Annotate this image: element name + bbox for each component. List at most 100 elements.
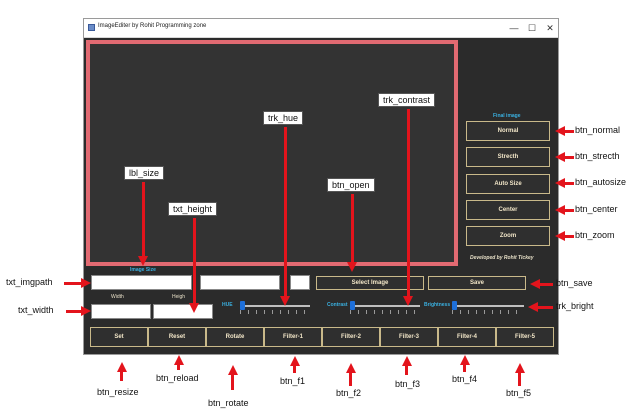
annotation-arrow-line (284, 127, 287, 297)
annotation-arrow-line (66, 310, 82, 313)
width-input[interactable] (91, 304, 151, 319)
arrow-left-icon (555, 152, 565, 162)
brightness-ticks (452, 310, 524, 314)
filter-1-button[interactable]: Filter-1 (264, 327, 322, 347)
image-canvas (86, 40, 458, 266)
arrow-down-icon (403, 296, 413, 306)
arrow-down-icon (280, 296, 290, 306)
hue-ticks (240, 310, 310, 314)
arrow-down-icon (347, 262, 357, 272)
window-title: ImageEditer by Rohit Programming zone (98, 23, 207, 29)
set-button[interactable]: Set (90, 327, 148, 347)
annotation-txt-width: txt_width (18, 305, 54, 315)
developer-credit: Developed by Rohit Tickey (470, 255, 534, 261)
annotation-btn-f5: btn_f5 (506, 388, 532, 398)
annotation-arrow-line (564, 209, 574, 212)
annotation-arrow-line (231, 374, 234, 390)
arrow-left-icon (555, 231, 565, 241)
annotation-arrow-line (351, 194, 354, 262)
filter-4-button[interactable]: Filter-4 (438, 327, 496, 347)
height-input[interactable] (153, 304, 213, 319)
contrast-ticks (350, 310, 420, 314)
filter-3-button[interactable]: Filter-3 (380, 327, 438, 347)
annotation-arrow-line (64, 282, 82, 285)
arrow-up-icon (346, 363, 356, 373)
annotation-btn-center: btn_center (575, 204, 618, 214)
annotation-arrow-line (177, 364, 180, 370)
annotation-btn-save: btn_save (556, 278, 593, 288)
autosize-button[interactable]: Auto Size (466, 174, 550, 194)
arrow-left-icon (528, 302, 538, 312)
arrow-left-icon (555, 205, 565, 215)
annotation-arrow-line (518, 372, 521, 386)
arrow-up-icon (117, 362, 127, 372)
save-button[interactable]: Save (428, 276, 526, 290)
arrow-left-icon (555, 178, 565, 188)
arrow-up-icon (228, 365, 238, 375)
contrast-slider[interactable] (350, 301, 355, 310)
annotation-arrow-line (564, 130, 574, 133)
arrow-right-icon (81, 278, 91, 288)
close-button[interactable]: ✕ (546, 23, 554, 33)
arrow-left-icon (555, 126, 565, 136)
annotation-btn-reload: btn_reload (156, 373, 199, 383)
brightness-track (452, 305, 524, 307)
hue-label: HUE (222, 302, 233, 308)
annotation-btn-strecth: btn_strecth (575, 151, 620, 161)
annotation-arrow-line (463, 364, 466, 372)
normal-button[interactable]: Normal (466, 121, 550, 141)
arrow-up-icon (460, 355, 470, 365)
extra-field[interactable] (290, 275, 310, 290)
maximize-button[interactable]: ☐ (527, 23, 537, 33)
arrow-down-icon (189, 303, 199, 313)
annotation-arrow-line (349, 372, 352, 386)
stretch-button[interactable]: Strecth (466, 147, 550, 167)
center-button[interactable]: Center (466, 200, 550, 220)
filter-2-button[interactable]: Filter-2 (322, 327, 380, 347)
annotation-btn-f3: btn_f3 (395, 379, 421, 389)
annotation-arrow-line (564, 182, 574, 185)
final-image-heading: Final image (493, 113, 521, 119)
annotation-btn-resize: btn_resize (97, 387, 139, 397)
title-bar: ImageEditer by Rohit Programming zone — … (84, 19, 558, 38)
annotation-txt-imgpath: txt_imgpath (6, 277, 53, 287)
annotation-arrow-line (120, 371, 123, 381)
annotation-arrow-line (142, 182, 145, 258)
annotation-lbl-size: lbl_size (124, 166, 165, 180)
annotation-arrow-line (407, 109, 410, 297)
annotation-arrow-line (539, 283, 553, 286)
arrow-up-icon (402, 356, 412, 366)
width-label: Width (111, 294, 124, 300)
annotation-btn-autosize: btn_autosize (575, 177, 627, 187)
annotation-btn-rotate: btn_rotate (208, 398, 249, 408)
brightness-slider[interactable] (452, 301, 457, 310)
size-value-field[interactable] (200, 275, 280, 290)
annotation-arrow-line (537, 306, 553, 309)
brightness-label: Brightness (424, 302, 451, 308)
height-label: Heigh (172, 294, 186, 300)
annotation-arrow-line (564, 235, 574, 238)
annotation-btn-open: btn_open (327, 178, 375, 192)
annotation-trk-bright: trk_bright (556, 301, 594, 311)
contrast-track (350, 305, 420, 307)
zoom-button[interactable]: Zoom (466, 226, 550, 246)
select-image-button[interactable]: Select Image (316, 276, 424, 290)
app-icon (88, 24, 95, 31)
image-size-label: Image Size (130, 267, 156, 273)
filter-5-button[interactable]: Filter-5 (496, 327, 554, 347)
annotation-trk-contrast: trk_contrast (378, 93, 436, 107)
annotation-arrow-line (293, 365, 296, 373)
annotation-btn-f1: btn_f1 (280, 376, 306, 386)
arrow-left-icon (530, 279, 540, 289)
annotation-arrow-line (564, 156, 574, 159)
annotation-btn-zoom: btn_zoom (575, 230, 615, 240)
reset-button[interactable]: Reset (148, 327, 206, 347)
hue-slider[interactable] (240, 301, 245, 310)
minimize-button[interactable]: — (509, 23, 519, 33)
image-path-field[interactable] (91, 275, 192, 290)
rotate-button[interactable]: Rotate (206, 327, 264, 347)
annotation-btn-f4: btn_f4 (452, 374, 478, 384)
annotation-btn-f2: btn_f2 (336, 388, 362, 398)
arrow-up-icon (290, 356, 300, 366)
annotation-arrow-line (405, 365, 408, 375)
